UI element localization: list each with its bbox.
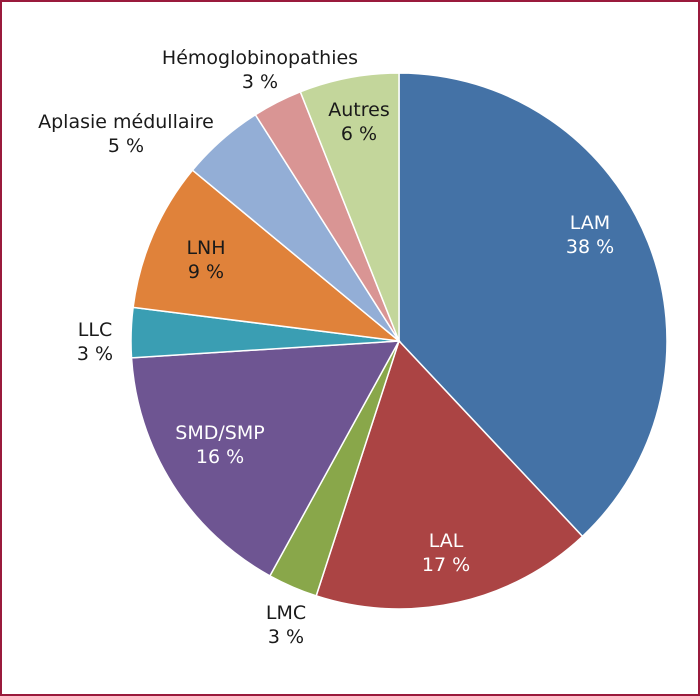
pie-slice-smd-smp [130,340,401,577]
slice-label-value: 3 % [242,71,278,93]
pie-slice-lam [398,72,668,538]
slice-label-name: LNH [186,237,225,259]
slice-label: LLC 3 % [77,319,113,365]
slice-label-value: 5 % [108,135,144,157]
slice-label-name: LAM [570,212,610,234]
slice-label-name: Hémoglobinopathies [162,47,358,69]
pie-labels: LAM 38 %LAL 17 %LMC 3 %SMD/SMP 16 %LLC 3 %LNH… [38,47,614,648]
slice-label: LAM 38 % [566,212,614,258]
slice-label-name: Aplasie médullaire [38,111,214,133]
slice-label: Hémoglobinopathies 3 % [162,47,358,93]
slice-label-name: LMC [266,602,306,624]
slice-label-value: 38 % [566,236,614,258]
slice-label-name: LLC [78,319,112,341]
slice-label: LAL 17 % [422,530,470,576]
slice-label-name: SMD/SMP [175,422,264,444]
pie-slices [130,72,668,610]
pie-slice-lal [315,339,584,610]
slice-label-value: 17 % [422,554,470,576]
pie-slice-lnh [132,169,402,343]
slice-label-name: LAL [429,530,464,552]
slice-label-value: 3 % [268,626,304,648]
slice-label-value: 3 % [77,343,113,365]
slice-label-name: Autres [328,99,389,121]
slice-label: Aplasie médullaire 5 % [38,111,214,157]
slice-label: Autres 6 % [328,99,389,145]
slice-label-value: 16 % [196,446,244,468]
slice-label-value: 6 % [341,123,377,145]
slice-label: SMD/SMP 16 % [175,422,264,468]
slice-label: LNH 9 % [186,237,225,283]
pie-slice-autres [299,72,400,342]
slice-label-value: 9 % [188,261,224,283]
slice-label: LMC 3 % [266,602,306,648]
